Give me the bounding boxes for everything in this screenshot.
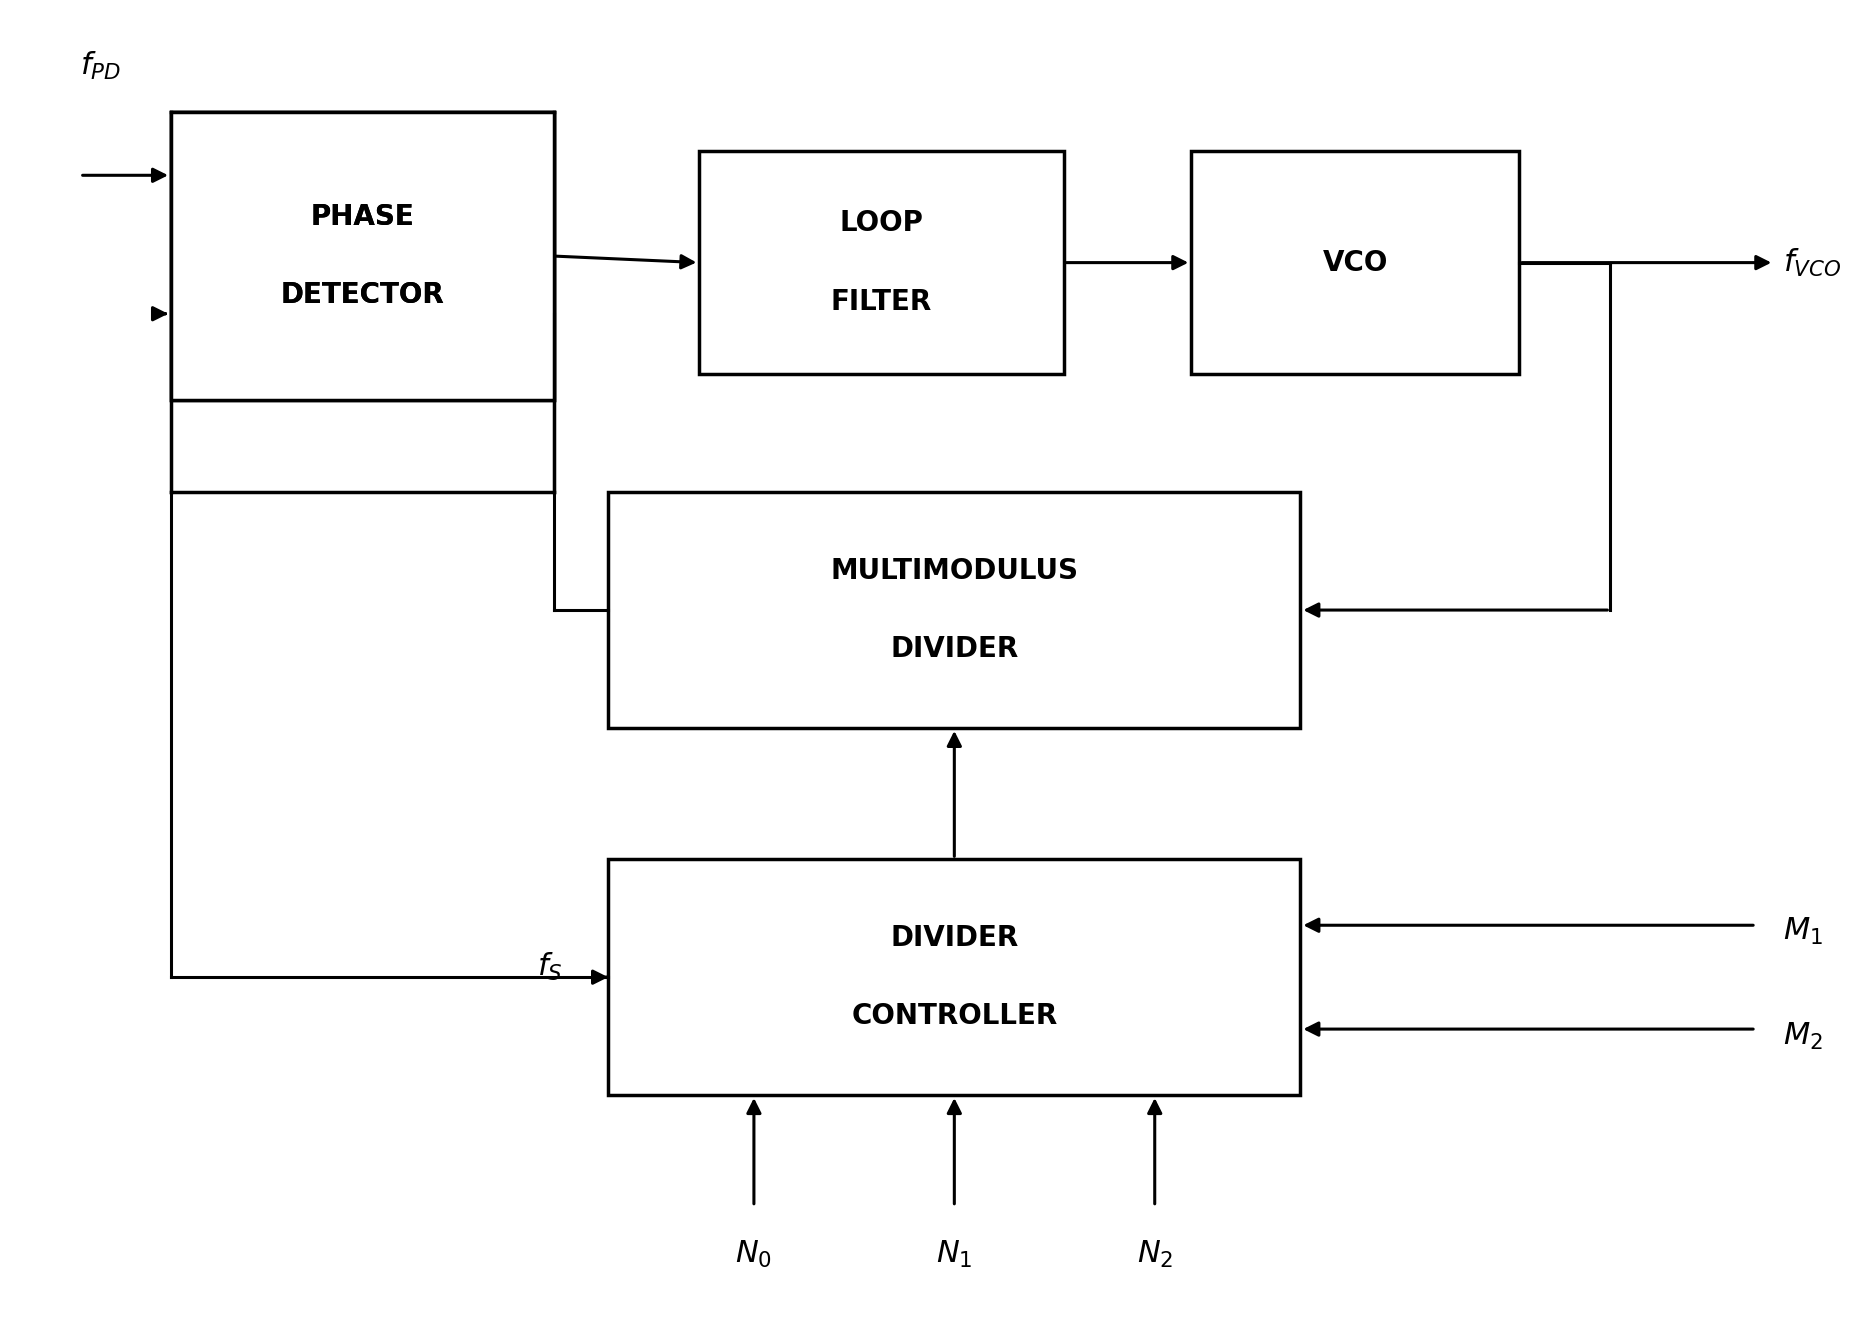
Text: $f_{PD}$: $f_{PD}$ [80,50,121,82]
FancyBboxPatch shape [1190,151,1519,374]
Text: DIVIDER: DIVIDER [890,636,1018,664]
Text: $M_1$: $M_1$ [1783,916,1822,947]
FancyBboxPatch shape [698,151,1062,374]
Text: MULTIMODULUS: MULTIMODULUS [830,556,1077,584]
Text: DETECTOR: DETECTOR [280,281,444,310]
Text: PHASE: PHASE [310,203,414,231]
FancyBboxPatch shape [171,111,553,400]
FancyBboxPatch shape [607,859,1300,1096]
FancyBboxPatch shape [607,492,1300,727]
Text: CONTROLLER: CONTROLLER [851,1003,1057,1031]
Text: $N_1$: $N_1$ [936,1239,971,1271]
Text: $N_2$: $N_2$ [1136,1239,1172,1271]
Text: VCO: VCO [1322,249,1387,277]
Text: $f_{VCO}$: $f_{VCO}$ [1783,246,1840,278]
FancyBboxPatch shape [171,111,553,400]
Text: $N_0$: $N_0$ [735,1239,773,1271]
Text: PHASE: PHASE [310,203,414,231]
Text: $M_2$: $M_2$ [1783,1020,1822,1052]
Text: $f_S$: $f_S$ [537,951,563,983]
Text: LOOP: LOOP [839,209,923,237]
Text: DIVIDER: DIVIDER [890,924,1018,951]
Text: DETECTOR: DETECTOR [280,281,444,310]
Text: FILTER: FILTER [830,288,932,315]
